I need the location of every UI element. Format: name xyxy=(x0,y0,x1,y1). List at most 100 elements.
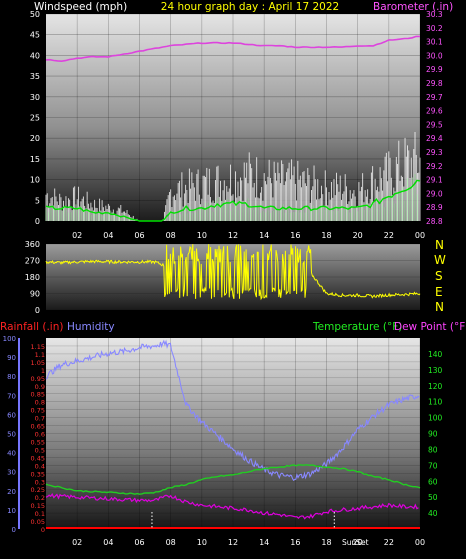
temperature-tick-label: 140 xyxy=(428,350,443,359)
thermo-x-tick-label: 00 xyxy=(415,538,425,547)
direction-panel-bg xyxy=(46,244,420,310)
temperature-tick-label: 70 xyxy=(428,461,438,470)
temperature-tick-label: 110 xyxy=(428,398,443,407)
direction-tick-label: 180 xyxy=(25,273,40,282)
rainfall-tick-label: 0.05 xyxy=(31,518,45,526)
wind-direction-line xyxy=(45,244,421,301)
barometer-tick-label: 29.2 xyxy=(426,162,443,171)
temperature-line xyxy=(45,464,421,495)
humidity-axis-label: Humidity xyxy=(67,321,115,333)
dewpoint-axis-label: Dew Point (°F) xyxy=(394,321,466,333)
barometer-tick-label: 29.1 xyxy=(426,176,443,185)
temperature-tick-label: 100 xyxy=(428,414,443,423)
rainfall-tick-label: 0.25 xyxy=(31,486,45,494)
barometer-tick-label: 29.6 xyxy=(426,107,443,116)
windspeed-tick-label: 35 xyxy=(30,72,40,81)
barometer-tick-label: 29.9 xyxy=(426,65,443,74)
windspeed-tick-label: 40 xyxy=(30,51,40,60)
windspeed-tick-label: 5 xyxy=(35,196,40,205)
wind-panel-bg xyxy=(46,14,420,221)
thermo-x-tick-label: 10 xyxy=(197,538,207,547)
rainfall-tick-label: 0.4 xyxy=(35,462,45,470)
rainfall-tick-label: 1.05 xyxy=(31,359,45,367)
rainfall-tick-label: 0.9 xyxy=(35,383,45,391)
thermo-x-tick-label: 18 xyxy=(321,538,331,547)
windspeed-tick-label: 30 xyxy=(30,93,40,102)
wind-x-tick-label: 18 xyxy=(321,231,331,240)
rainfall-tick-label: 0.65 xyxy=(31,423,45,431)
humidity-tick-label: 90 xyxy=(7,354,16,362)
barometer-tick-label: 28.8 xyxy=(426,217,443,226)
rainfall-tick-label: 0.35 xyxy=(31,470,45,478)
rainfall-tick-label: 0.55 xyxy=(31,438,45,446)
barometer-tick-label: 29.0 xyxy=(426,189,443,198)
windspeed-tick-label: 45 xyxy=(30,31,40,40)
rainfall-tick-label: 0.15 xyxy=(31,502,45,510)
dew-point-line xyxy=(45,493,419,520)
windspeed-tick-label: 20 xyxy=(30,134,40,143)
wind-x-tick-label: 22 xyxy=(384,231,394,240)
wind-x-tick-label: 10 xyxy=(197,231,207,240)
wind-x-tick-label: 20 xyxy=(353,231,363,240)
barometer-tick-label: 29.7 xyxy=(426,93,443,102)
temperature-tick-label: 80 xyxy=(428,445,438,454)
thermo-x-tick-label: 04 xyxy=(103,538,113,547)
rainfall-tick-label: 0.2 xyxy=(35,494,45,502)
rainfall-tick-label: 0.85 xyxy=(31,391,45,399)
humidity-tick-label: 70 xyxy=(7,392,16,400)
rainfall-tick-label: 0 xyxy=(41,526,45,534)
barometer-tick-label: 29.4 xyxy=(426,134,443,143)
barometer-tick-label: 29.5 xyxy=(426,120,443,129)
humidity-line xyxy=(45,339,420,482)
thermo-x-tick-label: 20 xyxy=(353,538,363,547)
temperature-tick-label: 90 xyxy=(428,430,438,439)
barometer-tick-label: 30.2 xyxy=(426,24,443,33)
wind-x-tick-label: 14 xyxy=(259,231,269,240)
barometer-tick-label: 30.1 xyxy=(426,38,443,47)
compass-label-n-top: N xyxy=(435,238,444,252)
rainfall-tick-label: 1 xyxy=(41,367,45,375)
wind-x-tick-label: 02 xyxy=(72,231,82,240)
rainfall-tick-label: 0.6 xyxy=(35,431,45,439)
wind-x-tick-label: 08 xyxy=(166,231,176,240)
barometer-line xyxy=(45,35,420,63)
temperature-tick-label: 50 xyxy=(428,493,438,502)
wind-x-tick-label: 16 xyxy=(290,231,300,240)
rainfall-tick-label: 0.7 xyxy=(35,415,45,423)
rainfall-tick-label: 0.3 xyxy=(35,478,45,486)
direction-tick-label: 90 xyxy=(30,290,40,299)
barometer-tick-label: 29.8 xyxy=(426,79,443,88)
barometer-tick-label: 29.3 xyxy=(426,148,443,157)
wind-x-tick-label: 12 xyxy=(228,231,238,240)
humidity-tick-label: 60 xyxy=(7,411,16,419)
compass-label-n-bottom: N xyxy=(435,300,444,314)
thermo-x-tick-label: 16 xyxy=(290,538,300,547)
chart-title: 24 hour graph day : April 17 2022 xyxy=(161,1,339,13)
humidity-tick-label: 0 xyxy=(12,526,16,534)
humidity-tick-label: 80 xyxy=(7,373,16,381)
sunset-marker-label: SunSet xyxy=(342,538,369,547)
thermo-x-tick-label: 12 xyxy=(228,538,238,547)
humidity-tick-label: 50 xyxy=(7,431,16,439)
windspeed-tick-label: 10 xyxy=(30,176,40,185)
rainfall-tick-label: 0.75 xyxy=(31,407,45,415)
wind-x-tick-label: 06 xyxy=(134,231,144,240)
direction-tick-label: 0 xyxy=(35,306,40,315)
thermo-x-tick-label: 06 xyxy=(134,538,144,547)
barometer-axis-label: Barometer (.in) xyxy=(373,1,453,13)
humidity-tick-label: 100 xyxy=(3,335,16,343)
compass-label-s: S xyxy=(435,269,443,283)
thermo-panel-bg xyxy=(46,338,420,529)
windspeed-tick-label: 15 xyxy=(30,155,40,164)
barometer-tick-label: 30.0 xyxy=(426,51,443,60)
thermo-x-tick-label: 14 xyxy=(259,538,269,547)
wind-x-tick-label: 00 xyxy=(415,231,425,240)
temperature-tick-label: 60 xyxy=(428,477,438,486)
rainfall-tick-label: 0.95 xyxy=(31,375,45,383)
rainfall-axis-label: Rainfall (.in) xyxy=(0,321,63,333)
rainfall-tick-label: 0.8 xyxy=(35,399,45,407)
rainfall-tick-label: 0.5 xyxy=(35,446,45,454)
thermo-x-tick-label: 02 xyxy=(72,538,82,547)
wind-average-line xyxy=(45,179,421,222)
